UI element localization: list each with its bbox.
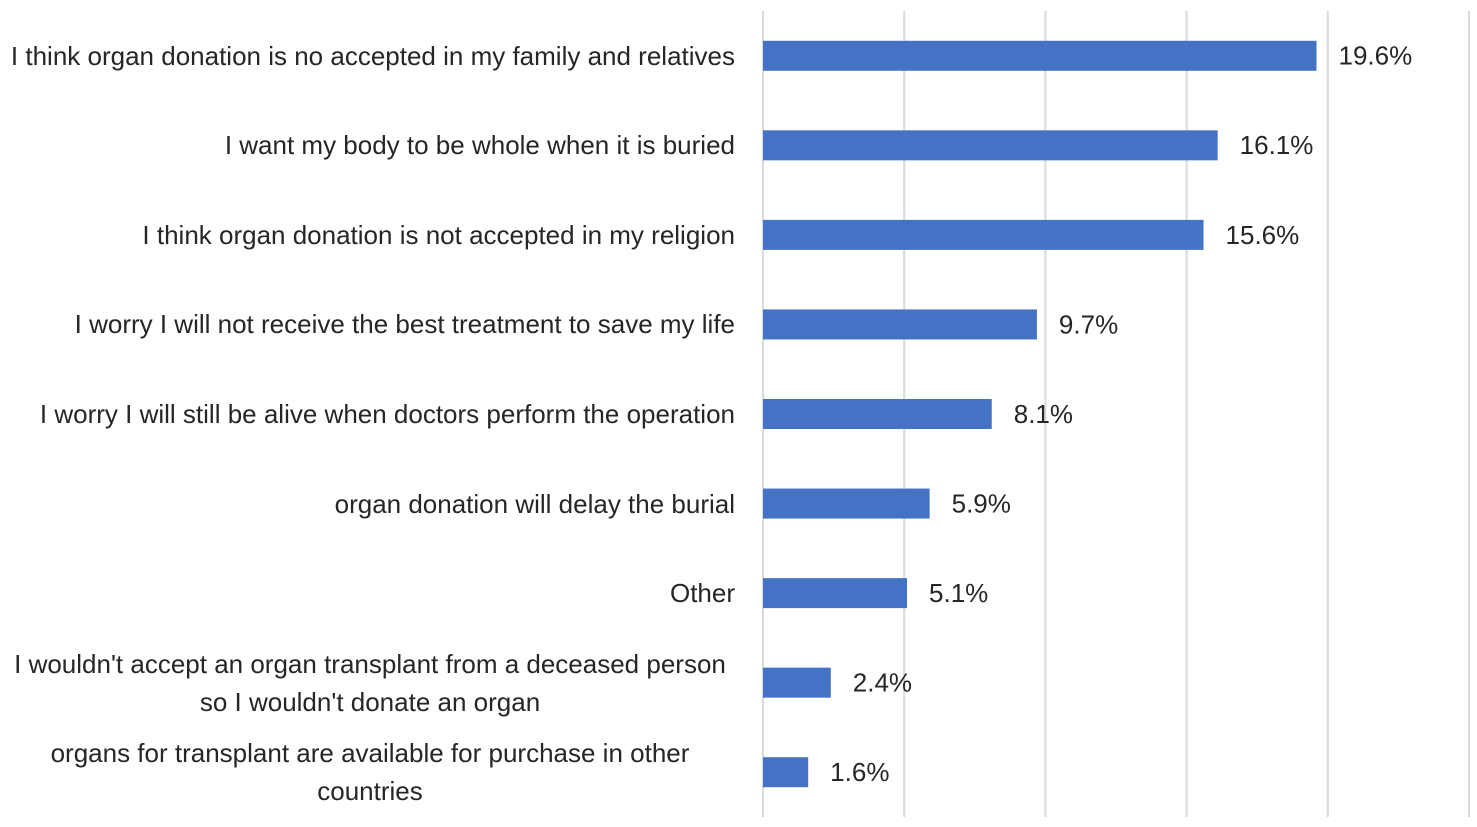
bar xyxy=(763,399,992,429)
value-label: 16.1% xyxy=(1240,130,1314,160)
value-label: 5.9% xyxy=(952,488,1011,518)
value-label: 5.1% xyxy=(929,578,988,608)
category-label: I want my body to be whole when it is bu… xyxy=(224,130,735,161)
category-label-box: I think organ donation is not accepted i… xyxy=(0,195,735,275)
value-label: 2.4% xyxy=(853,668,912,698)
category-label-box: Other xyxy=(0,553,735,633)
category-label: organs for transplant are available for … xyxy=(50,738,690,807)
bar xyxy=(763,40,1317,71)
value-label: 1.6% xyxy=(830,757,889,787)
category-label: I think organ donation is no accepted in… xyxy=(10,40,735,71)
category-label-box: I think organ donation is no accepted in… xyxy=(0,16,735,96)
category-label: organ donation will delay the burial xyxy=(334,488,735,519)
category-label-box: organs for transplant are available for … xyxy=(0,732,735,812)
bar xyxy=(763,667,831,698)
bar xyxy=(763,130,1218,161)
category-label-box: I wouldn't accept an organ transplant fr… xyxy=(0,643,735,723)
category-label: I think organ donation is not accepted i… xyxy=(142,219,735,250)
value-label: 15.6% xyxy=(1226,220,1300,250)
category-label: I wouldn't accept an organ transplant fr… xyxy=(14,648,726,717)
bar xyxy=(763,578,908,609)
category-label: I worry I will not receive the best trea… xyxy=(74,309,735,340)
category-label-box: I worry I will still be alive when docto… xyxy=(0,374,735,454)
value-label: 9.7% xyxy=(1059,309,1118,339)
category-label-box: I worry I will not receive the best trea… xyxy=(0,284,735,364)
category-label-box: organ donation will delay the burial xyxy=(0,464,735,544)
category-label: I worry I will still be alive when docto… xyxy=(39,399,735,429)
value-label: 8.1% xyxy=(1014,399,1073,429)
category-label: Other xyxy=(669,578,735,609)
bar xyxy=(763,219,1204,250)
bar xyxy=(763,488,930,519)
value-label: 19.6% xyxy=(1339,41,1413,71)
bar xyxy=(763,757,809,788)
bar xyxy=(763,309,1037,340)
category-label-box: I want my body to be whole when it is bu… xyxy=(0,105,735,185)
